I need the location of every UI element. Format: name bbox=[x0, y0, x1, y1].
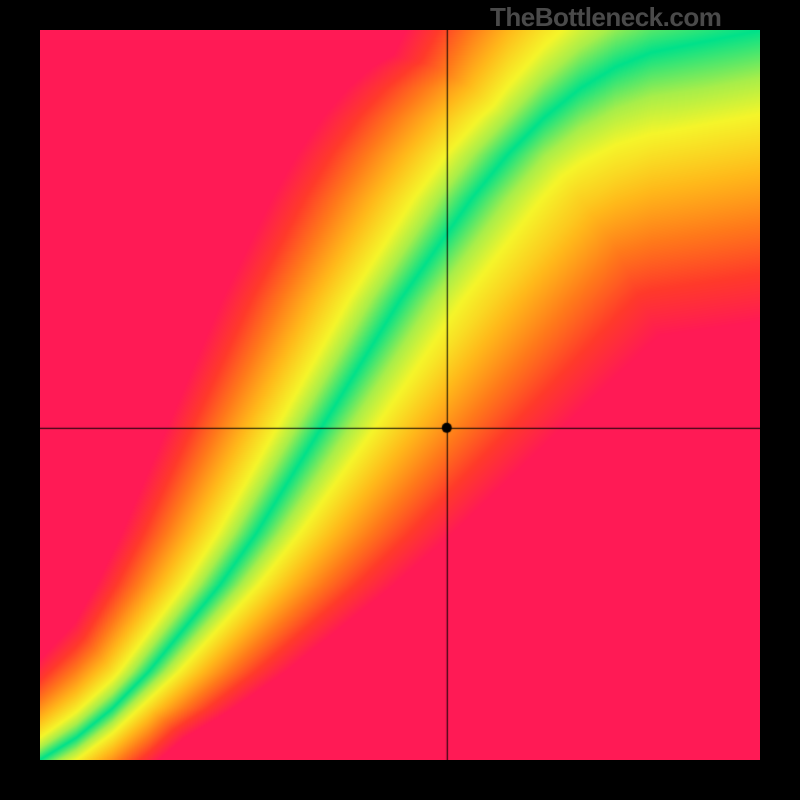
outer-frame: TheBottleneck.com bbox=[0, 0, 800, 800]
heatmap-plot bbox=[40, 30, 760, 760]
watermark-text: TheBottleneck.com bbox=[490, 2, 721, 33]
heatmap-canvas bbox=[40, 30, 760, 760]
